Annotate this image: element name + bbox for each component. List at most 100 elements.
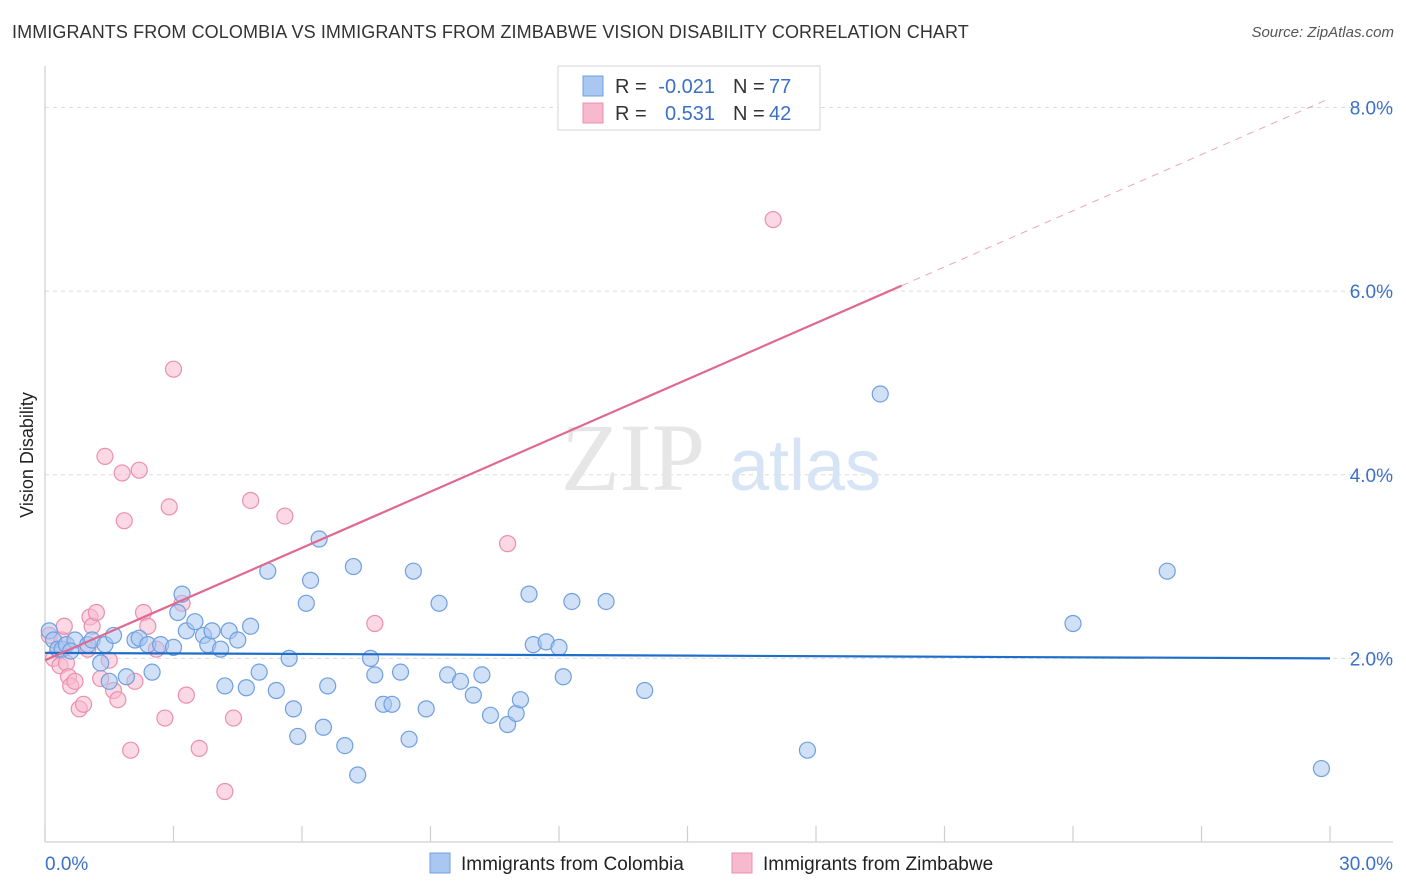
y-tick-label: 6.0% [1350,282,1393,303]
zimbabwe-point [177,686,195,704]
zimbabwe-point [74,695,93,713]
colombia-point [391,663,410,681]
colombia-point [242,617,260,635]
legend-swatch-colombia [582,75,604,97]
colombia-point [563,592,581,611]
colombia-point [250,663,268,681]
zimbabwe-point [764,210,782,229]
watermark-zip: ZIP [561,404,705,511]
colombia-point [451,672,470,690]
colombia-point [554,668,572,686]
legend-n-value: 42 [769,103,791,125]
bottom-legend-swatch-zimbabwe [731,852,753,874]
colombia-point [186,613,204,631]
colombia-point [798,741,817,759]
colombia-point [336,737,354,755]
zimbabwe-point [96,447,114,466]
legend-r-label: R = [615,76,647,98]
x-tick-label: 30.0% [1339,854,1393,875]
zimbabwe-point [190,739,208,757]
colombia-point [297,594,315,612]
zimbabwe-trend-line [44,284,903,662]
colombia-point [473,666,491,684]
zimbabwe-point [499,535,517,553]
colombia-point [117,668,135,686]
colombia-point [169,603,187,622]
legend-r-value: -0.021 [658,76,715,98]
zimbabwe-point [115,512,133,530]
colombia-point [237,679,255,697]
zimbabwe-point [160,498,178,516]
grid-layer [44,107,1393,842]
colombia-point [216,677,234,695]
colombia-point [284,700,303,718]
colombia-point [100,672,118,690]
zimbabwe-point [216,782,234,801]
legend-swatch-zimbabwe [582,102,604,124]
legend-n-label: N = [733,103,765,125]
zimbabwe-point [55,617,73,635]
zimbabwe-point [156,709,174,727]
colombia-point [361,649,380,667]
colombia-point [92,654,110,672]
zimbabwe-point [276,507,294,525]
zimbabwe-point [224,709,243,727]
chart-title: IMMIGRANTS FROM COLOMBIA VS IMMIGRANTS F… [12,22,969,42]
y-tick-label: 8.0% [1350,99,1393,120]
legend-r-value: 0.531 [665,103,715,125]
tick-labels: 2.0% 4.0% 6.0% 8.0% 0.0% 30.0% [45,99,1393,875]
zimbabwe-point [113,464,131,482]
watermark-atlas: atlas [729,426,881,506]
zimbabwe-point [122,741,140,759]
zimbabwe-point [139,617,157,635]
colombia-point [404,562,422,580]
colombia-point [203,622,221,640]
y-axis-label: Vision Disability [17,392,37,518]
colombia-trend-line [44,651,1331,660]
watermark: ZIP atlas [561,404,881,511]
bottom-legend-label-colombia: Immigrants from Colombia [461,854,684,875]
zimbabwe-point [366,614,384,633]
trend-layer [44,97,1331,662]
x-tick-label: 0.0% [45,854,88,875]
colombia-point [636,681,654,700]
colombia-point [229,631,247,649]
legend-n-label: N = [733,76,765,98]
colombia-point [383,695,401,713]
colombia-point [481,706,500,724]
zimbabwe-point [130,461,148,479]
zimbabwe-trend-extension [901,97,1331,287]
colombia-point [597,592,615,611]
zimbabwe-point [87,603,106,622]
colombia-point [289,727,307,746]
colombia-point [1064,614,1082,633]
axis-layer [44,66,1393,843]
colombia-point [550,638,568,656]
y-tick-label: 2.0% [1350,649,1393,670]
colombia-point [301,571,320,589]
colombia-point [1312,759,1331,778]
colombia-point [164,638,183,656]
series-legend: Immigrants from Colombia Immigrants from… [429,852,993,875]
colombia-point [871,385,889,403]
colombia-point [319,677,337,695]
colombia-point [280,649,298,667]
legend-n-value: 77 [769,76,791,98]
zimbabwe-point [242,491,260,510]
bottom-legend-label-zimbabwe: Immigrants from Zimbabwe [763,854,993,875]
colombia-point [511,691,530,709]
source-label: Source: ZipAtlas.com [1251,24,1394,41]
colombia-point [417,700,435,718]
colombia-point [349,766,367,784]
colombia-point [366,666,384,684]
colombia-point [400,730,418,748]
colombia-points [40,385,1331,784]
colombia-point [143,663,161,681]
zimbabwe-point [164,360,183,378]
stats-legend: R = -0.021 N = 77 R = 0.531 N = 42 [557,65,821,131]
zimbabwe-point [109,691,127,709]
colombia-point [212,640,230,658]
y-tick-label: 4.0% [1350,466,1393,487]
colombia-point [520,585,538,603]
